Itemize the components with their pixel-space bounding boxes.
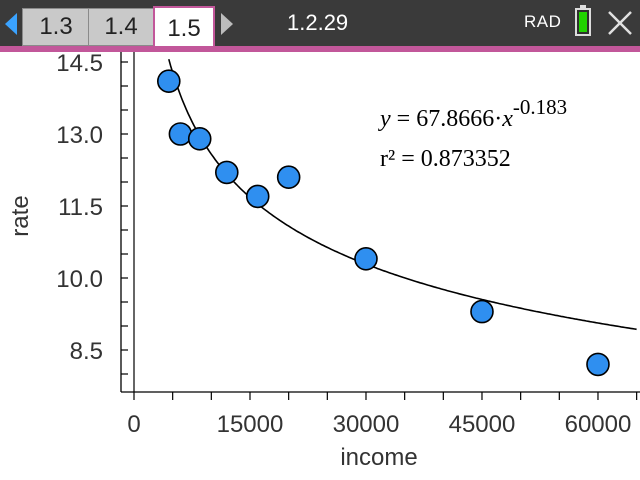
x-tick-label: 45000 bbox=[449, 411, 516, 438]
x-tick-label: 15000 bbox=[217, 411, 284, 438]
data-point[interactable] bbox=[470, 299, 494, 324]
y-tick-label: 14.5 bbox=[56, 52, 103, 77]
y-tick-labels: 8.5 10.0 11.5 13.0 14.5 bbox=[56, 52, 103, 365]
data-point[interactable] bbox=[214, 160, 239, 185]
battery-level bbox=[579, 12, 587, 32]
data-point[interactable] bbox=[168, 122, 193, 146]
data-point[interactable] bbox=[354, 246, 378, 271]
tab-1-3[interactable]: 1.3 bbox=[22, 8, 90, 46]
data-point[interactable] bbox=[156, 69, 181, 93]
equation-exponent: -0.183 bbox=[513, 95, 567, 119]
data-points bbox=[156, 69, 610, 377]
y-tick-label: 13.0 bbox=[56, 122, 103, 149]
regression-equation: y = 67.8666·x-0.183 bbox=[378, 95, 567, 132]
axes bbox=[120, 52, 640, 400]
battery-icon bbox=[575, 5, 591, 36]
y-minor-ticks bbox=[121, 61, 128, 375]
data-point[interactable] bbox=[276, 165, 301, 189]
equation-body: = 67.8666· bbox=[391, 106, 503, 132]
y-tick-label: 10.0 bbox=[56, 266, 103, 293]
scatter-plot[interactable]: 8.5 10.0 11.5 13.0 14.5 0 15000 30000 45000 6000… bbox=[0, 52, 640, 480]
x-minor-ticks bbox=[133, 392, 638, 400]
data-point[interactable] bbox=[187, 127, 212, 151]
close-icon[interactable] bbox=[606, 8, 634, 38]
y-tick-label: 11.5 bbox=[58, 194, 103, 221]
tab-1-5-active[interactable]: 1.5 bbox=[153, 6, 215, 50]
x-tick-label: 60000 bbox=[565, 411, 632, 438]
title-bar: 1.3 1.4 1.5 1.2.29 RAD bbox=[0, 0, 640, 50]
y-axis-label: rate bbox=[7, 195, 34, 236]
angle-mode-indicator: RAD bbox=[524, 12, 562, 31]
equation-x: x bbox=[501, 106, 513, 132]
x-axis-label: income bbox=[340, 444, 417, 471]
active-tab-underline bbox=[0, 46, 640, 52]
r-squared-value: r² = 0.873352 bbox=[380, 146, 511, 172]
scroll-tabs-left-icon[interactable] bbox=[5, 13, 17, 35]
scroll-tabs-right-icon[interactable] bbox=[221, 13, 233, 35]
tab-1-4[interactable]: 1.4 bbox=[88, 8, 154, 46]
y-tick-label: 8.5 bbox=[70, 338, 103, 365]
equation-y: y bbox=[378, 106, 391, 132]
x-tick-label: 30000 bbox=[333, 411, 400, 438]
document-name: 1.2.29 bbox=[287, 10, 349, 35]
x-tick-labels: 0 15000 30000 45000 60000 bbox=[127, 411, 631, 438]
data-point[interactable] bbox=[586, 352, 610, 377]
x-tick-label: 0 bbox=[127, 411, 140, 438]
data-point[interactable] bbox=[245, 184, 270, 209]
